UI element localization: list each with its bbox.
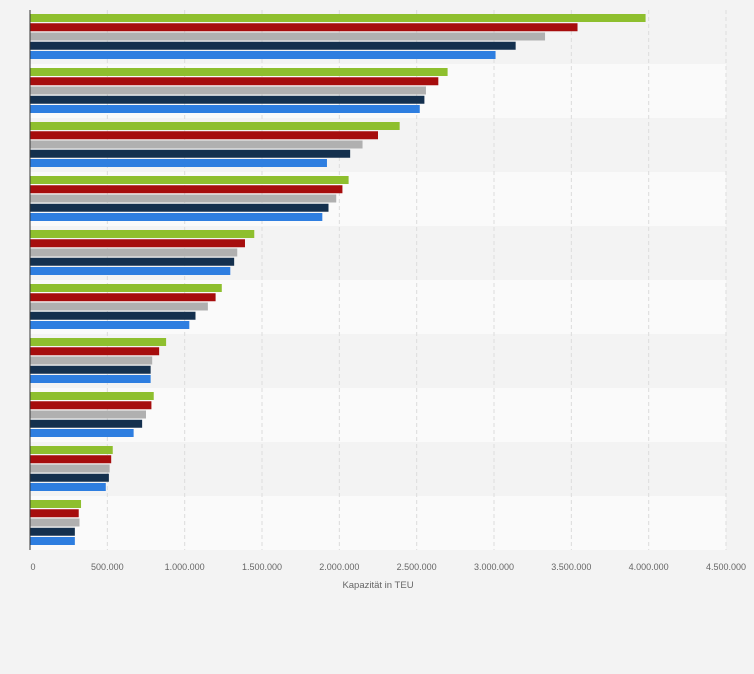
x-tick-label: 2.000.000 [319, 562, 359, 572]
bar [30, 105, 420, 113]
bar [30, 509, 79, 518]
bar [30, 401, 152, 410]
bar [30, 194, 337, 203]
x-tick-label: 2.500.000 [397, 562, 437, 572]
bar [30, 257, 235, 266]
bar [30, 140, 363, 149]
bar [30, 446, 113, 454]
bar [30, 185, 343, 194]
bar [30, 392, 154, 400]
x-tick-label: 0 [30, 562, 35, 572]
bar [30, 32, 546, 41]
bar [30, 77, 439, 86]
bar [30, 311, 196, 320]
bar [30, 500, 82, 508]
x-tick-label: 500.000 [91, 562, 124, 572]
bar [30, 347, 160, 356]
bar [30, 267, 231, 275]
x-tick-label: 3.000.000 [474, 562, 514, 572]
bar [30, 131, 378, 140]
bar [30, 95, 425, 104]
bar [30, 410, 146, 419]
bar [30, 68, 448, 76]
bar [30, 518, 80, 527]
x-tick-label: 1.500.000 [242, 562, 282, 572]
x-tick-label: 4.500.000 [706, 562, 746, 572]
bar [30, 293, 216, 302]
bar [30, 41, 516, 50]
bar [30, 149, 351, 158]
bar [30, 321, 190, 329]
bar [30, 455, 112, 464]
bar [30, 483, 106, 491]
x-axis-label: Kapazität in TEU [342, 580, 413, 591]
bar [30, 230, 255, 238]
bar [30, 473, 109, 482]
bar [30, 356, 153, 365]
category-band [30, 442, 726, 496]
bar [30, 284, 222, 292]
bar [30, 159, 327, 167]
bar [30, 248, 238, 257]
x-tick-label: 3.500.000 [551, 562, 591, 572]
bar [30, 302, 208, 311]
bar [30, 176, 349, 184]
bar [30, 375, 151, 383]
bar [30, 51, 496, 59]
bar [30, 122, 400, 130]
bar [30, 86, 426, 95]
bar [30, 429, 134, 437]
bar [30, 365, 151, 374]
x-tick-label: 1.000.000 [165, 562, 205, 572]
bar [30, 203, 329, 212]
bar [30, 23, 578, 32]
bar [30, 213, 323, 221]
bar [30, 239, 245, 248]
bar [30, 537, 75, 545]
bar [30, 419, 143, 428]
category-band [30, 496, 726, 550]
bar [30, 527, 75, 536]
bar [30, 14, 646, 22]
bar [30, 464, 110, 473]
bar [30, 338, 167, 346]
x-tick-label: 4.000.000 [629, 562, 669, 572]
